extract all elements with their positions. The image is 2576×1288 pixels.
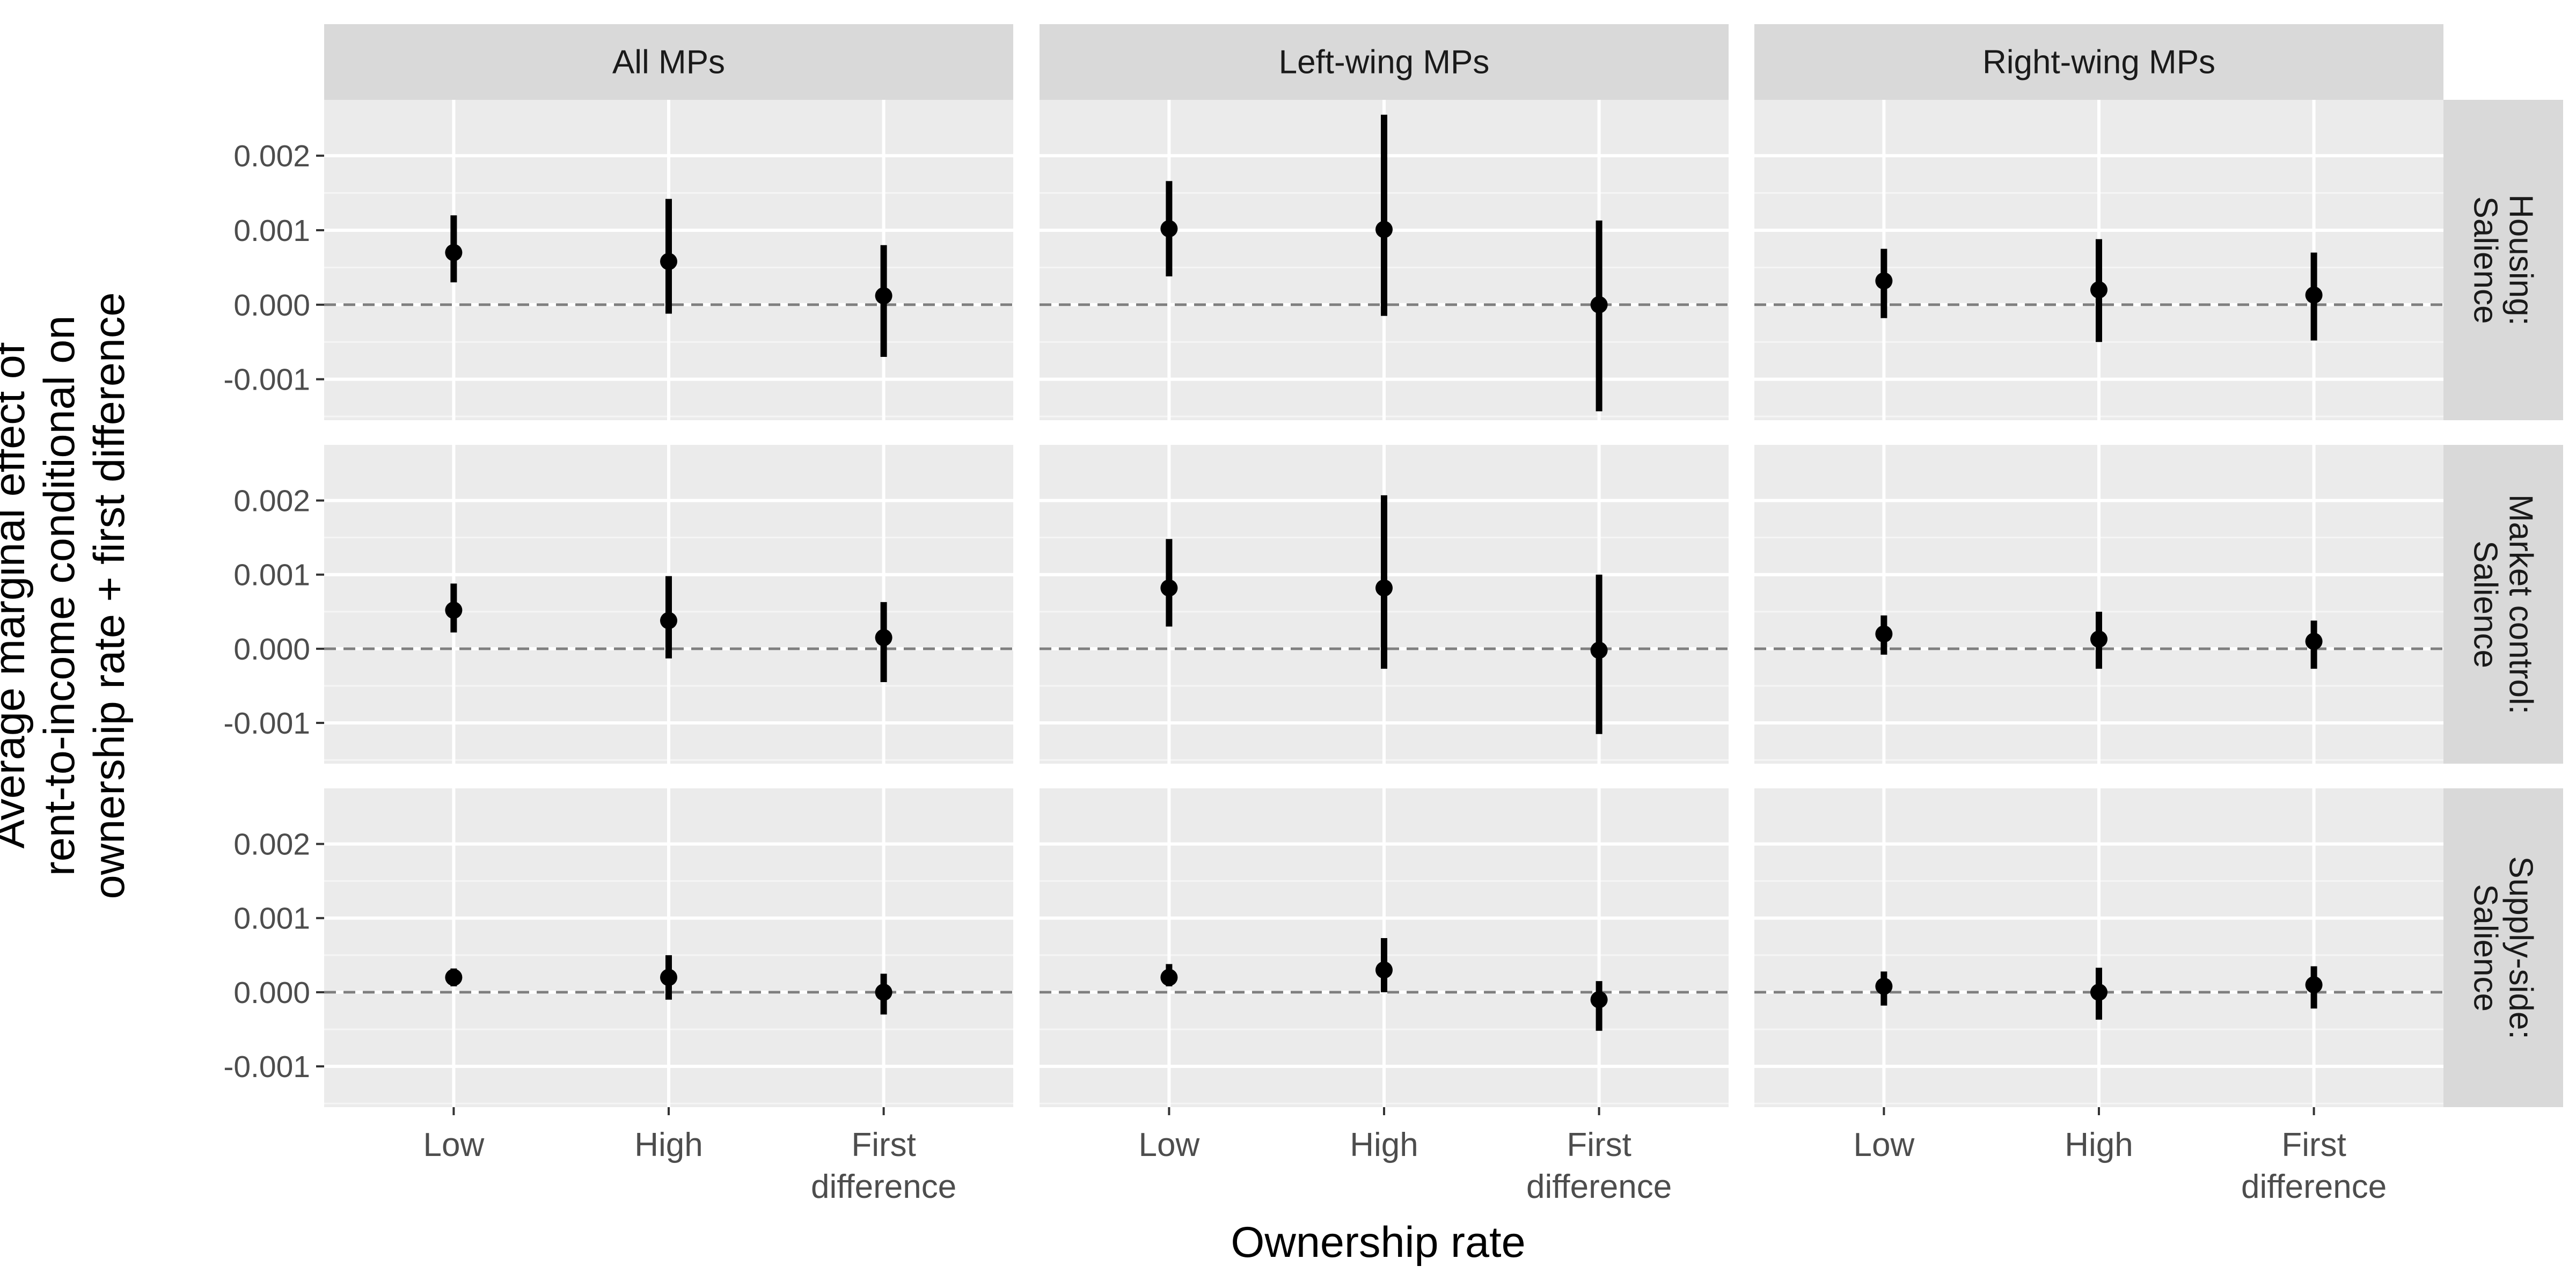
y-tick-label: -0.001 [223, 1050, 310, 1084]
row-strip-label-line: Salience [2467, 884, 2504, 1012]
point-estimate-first_difference [2305, 633, 2323, 650]
panel-housing-3 [1754, 100, 2443, 420]
point-estimate-first_difference [1590, 641, 1608, 659]
point-estimate-low [1160, 969, 1178, 986]
row-strip-background [2443, 445, 2563, 764]
x-tick-label-line: Low [423, 1126, 485, 1163]
x-tick-label-first_difference: First difference [2241, 1126, 2387, 1205]
y-tick-label: 0.002 [233, 828, 310, 862]
panel-supply_side-2 [1040, 788, 1729, 1107]
panel-market_control-2 [1040, 445, 1729, 764]
point-estimate-high [660, 969, 677, 986]
y-tick-label: 0.002 [233, 484, 310, 518]
point-estimate-low [445, 244, 463, 261]
x-axis-ticks: Low High First difference Low High First differ… [423, 1107, 2387, 1205]
x-tick-label-high: High [2065, 1126, 2133, 1163]
row-strip-label-line: Supply-side: [2502, 856, 2540, 1039]
y-tick-label: 0.000 [233, 976, 310, 1010]
y-tick-label: 0.002 [233, 139, 310, 173]
x-tick-label-low: Low [1854, 1126, 1915, 1163]
panel-grid [324, 100, 2443, 1107]
y-tick-label: 0.001 [233, 558, 310, 592]
x-tick-label-line: High [1350, 1126, 1418, 1163]
point-estimate-first_difference [875, 629, 892, 647]
x-tick-label-line: Low [1854, 1126, 1915, 1163]
x-tick-label-high: High [1350, 1126, 1418, 1163]
x-tick-label-low: Low [1139, 1126, 1200, 1163]
point-estimate-high [660, 253, 677, 270]
x-tick-label-line: High [2065, 1126, 2133, 1163]
y-tick-label: 0.000 [233, 632, 310, 667]
point-estimate-low [1875, 272, 1893, 290]
point-estimate-low [1875, 977, 1893, 995]
row-strip-label: Market control:Salience [2467, 494, 2540, 714]
column-strip-background [1040, 24, 1729, 100]
x-tick-label-line: First [2281, 1126, 2346, 1163]
panel-housing-2 [1040, 100, 1729, 420]
x-tick-label-low: Low [423, 1126, 485, 1163]
column-strip-label: Left-wing MPs [1279, 44, 1490, 81]
column-strip-label: All MPs [612, 44, 725, 81]
row-strip-background [2443, 788, 2563, 1107]
x-tick-label-line: Low [1139, 1126, 1200, 1163]
point-estimate-low [1875, 625, 1893, 643]
row-strip-label-line: Salience [2467, 196, 2504, 324]
column-strips: All MPs Left-wing MPs Right-wing MPs [324, 24, 2443, 100]
point-estimate-high [1375, 579, 1393, 597]
y-tick-label: 0.000 [233, 288, 310, 323]
x-tick-label-line: First [851, 1126, 916, 1163]
y-axis-title-line: Average marginal effect of [0, 342, 34, 848]
y-tick-label: 0.001 [233, 902, 310, 936]
y-tick-label: -0.001 [223, 706, 310, 741]
x-axis-title: Ownership rate [1231, 1218, 1525, 1267]
point-estimate-first_difference [875, 287, 892, 305]
point-estimate-first_difference [1590, 991, 1608, 1008]
row-strip-label-line: Housing: [2502, 194, 2540, 326]
x-tick-label-line: difference [811, 1168, 956, 1205]
x-tick-label-first_difference: First difference [1526, 1126, 1672, 1205]
point-estimate-high [1375, 961, 1393, 979]
y-axis-title: Average marginal effect ofrent-to-income… [0, 292, 134, 899]
x-tick-label-line: High [634, 1126, 703, 1163]
row-strip-label: Housing:Salience [2467, 194, 2540, 326]
y-axis-title-line: ownership rate + first difference [85, 292, 134, 899]
point-estimate-low [445, 602, 463, 619]
x-tick-label-line: First [1567, 1126, 1631, 1163]
point-estimate-low [445, 969, 463, 986]
point-estimate-high [1375, 221, 1393, 238]
point-estimate-high [2090, 630, 2107, 648]
point-estimate-first_difference [2305, 286, 2323, 304]
y-tick-label: -0.001 [223, 363, 310, 397]
point-estimate-high [2090, 983, 2107, 1001]
panel-market_control-3 [1754, 445, 2443, 764]
y-axis-title-line: rent-to-income conditional on [35, 316, 84, 876]
column-strip-label: Right-wing MPs [1982, 44, 2215, 81]
x-tick-label-high: High [634, 1126, 703, 1163]
row-strip-label-line: Market control: [2502, 494, 2540, 714]
column-strip-background [1754, 24, 2443, 100]
point-estimate-low [1160, 579, 1178, 597]
point-estimate-first_difference [875, 983, 892, 1001]
point-estimate-high [660, 612, 677, 630]
x-tick-label-first_difference: First difference [811, 1126, 956, 1205]
point-estimate-first_difference [2305, 976, 2323, 994]
panel-housing-1 [324, 100, 1013, 420]
column-strip-background [324, 24, 1013, 100]
panel-market_control-1 [324, 445, 1013, 764]
y-tick-label: 0.001 [233, 214, 310, 248]
row-strip-label: Supply-side:Salience [2467, 856, 2540, 1039]
y-axis-ticks: -0.001 0.000 0.001 0.002 -0.001 0.000 0.001 0.0… [223, 139, 324, 1084]
row-strip-label-line: Salience [2467, 540, 2504, 668]
x-tick-label-line: difference [2241, 1168, 2387, 1205]
point-estimate-low [1160, 220, 1178, 238]
panel-supply_side-1 [324, 788, 1013, 1107]
point-estimate-high [2090, 281, 2107, 299]
point-estimate-first_difference [1590, 296, 1608, 313]
panel-supply_side-3 [1754, 788, 2443, 1107]
x-tick-label-line: difference [1526, 1168, 1672, 1205]
row-strip-background [2443, 100, 2563, 420]
